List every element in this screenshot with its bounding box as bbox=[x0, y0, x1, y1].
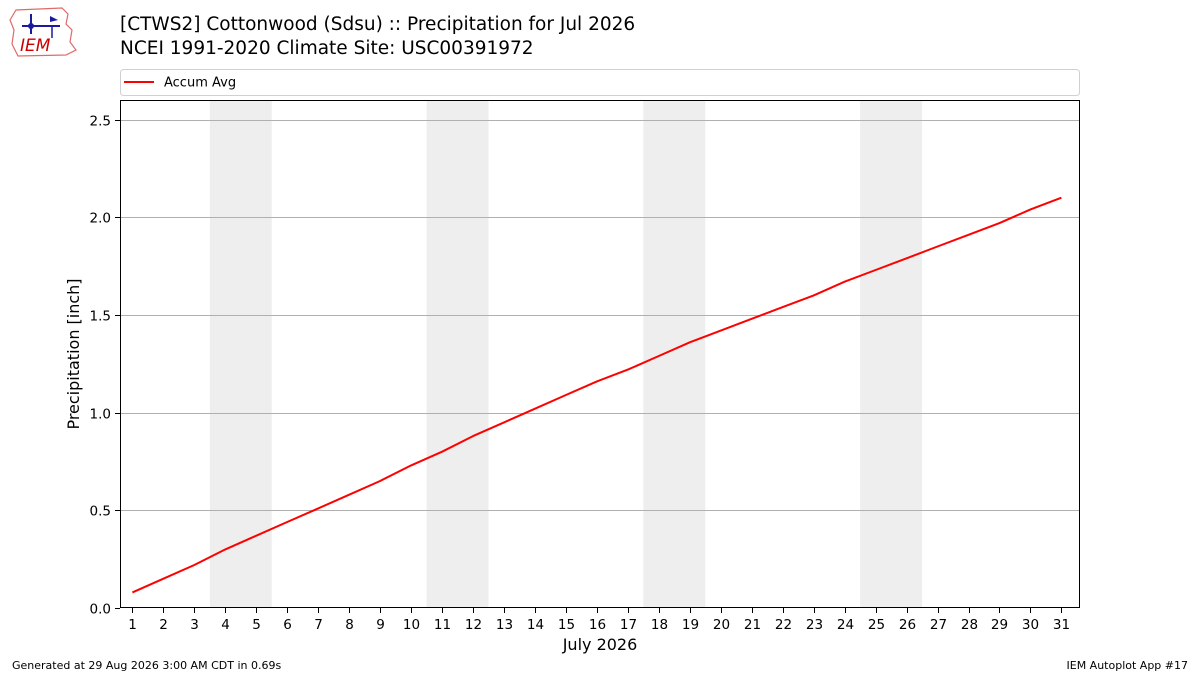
x-tick-label: 4 bbox=[221, 617, 230, 633]
x-tick-label: 1 bbox=[128, 617, 137, 633]
x-tick-label: 3 bbox=[190, 617, 199, 633]
y-tick-label: 2.5 bbox=[90, 114, 111, 130]
x-tick-label: 12 bbox=[465, 617, 482, 633]
x-tick-label: 14 bbox=[527, 617, 544, 633]
x-tick-label: 29 bbox=[991, 617, 1008, 633]
y-tick-label: 1.5 bbox=[90, 309, 111, 325]
series-line-accum-avg bbox=[131, 196, 1062, 594]
wind-vane-icon bbox=[50, 16, 58, 22]
x-tick-label: 9 bbox=[376, 617, 385, 633]
x-tick-label: 6 bbox=[283, 617, 292, 633]
y-axis-label: Precipitation [inch] bbox=[64, 278, 83, 429]
x-tick-label: 28 bbox=[961, 617, 978, 633]
iem-logo-text: IEM bbox=[20, 36, 51, 56]
weekend-shading bbox=[209, 100, 923, 608]
weekend-band-4 bbox=[860, 100, 923, 608]
x-tick-label: 2 bbox=[159, 617, 168, 633]
weekend-band-1 bbox=[209, 100, 272, 608]
x-tick-label: 22 bbox=[775, 617, 792, 633]
weekend-band-3 bbox=[643, 100, 706, 608]
chart-title: [CTWS2] Cottonwood (Sdsu) :: Precipitati… bbox=[120, 14, 635, 35]
x-tick-label: 7 bbox=[314, 617, 323, 633]
x-tick-label: 31 bbox=[1053, 617, 1070, 633]
sensor-hub-icon bbox=[28, 23, 34, 29]
x-tick-label: 8 bbox=[345, 617, 354, 633]
y-axis-ticks: 0.0 0.5 1.0 1.5 2.0 2.5 bbox=[90, 114, 120, 618]
legend-series-label: Accum Avg bbox=[164, 76, 236, 91]
x-axis-label: July 2026 bbox=[562, 635, 638, 654]
legend: Accum Avg bbox=[120, 69, 1080, 96]
x-tick-label: 10 bbox=[403, 617, 420, 633]
y-gridlines bbox=[120, 120, 1080, 511]
x-tick-label: 19 bbox=[682, 617, 699, 633]
footer-app-text: IEM Autoplot App #17 bbox=[1067, 659, 1189, 672]
x-tick-label: 23 bbox=[806, 617, 823, 633]
legend-box bbox=[120, 69, 1080, 96]
iem-logo: IEM bbox=[9, 7, 77, 57]
x-tick-label: 20 bbox=[713, 617, 730, 633]
plot-frame bbox=[120, 100, 1080, 608]
x-tick-label: 26 bbox=[899, 617, 916, 633]
series-layer bbox=[131, 196, 1062, 594]
x-tick-label: 25 bbox=[868, 617, 885, 633]
x-tick-label: 18 bbox=[651, 617, 668, 633]
x-axis-ticks: 1 2 3 4 5 6 7 8 9 10 11 12 13 14 15 16 17 18 19 20 21 22 23 24 2… bbox=[128, 608, 1070, 633]
x-tick-label: 30 bbox=[1022, 617, 1039, 633]
y-tick-label: 2.0 bbox=[90, 211, 111, 227]
y-tick-label: 1.0 bbox=[90, 407, 111, 423]
x-tick-label: 17 bbox=[620, 617, 637, 633]
footer-generated-text: Generated at 29 Aug 2026 3:00 AM CDT in … bbox=[12, 659, 281, 672]
x-tick-label: 16 bbox=[589, 617, 606, 633]
x-tick-label: 5 bbox=[252, 617, 261, 633]
x-tick-label: 24 bbox=[837, 617, 854, 633]
x-tick-label: 27 bbox=[930, 617, 947, 633]
x-tick-label: 15 bbox=[558, 617, 575, 633]
x-tick-label: 11 bbox=[434, 617, 451, 633]
iowa-outline-icon bbox=[9, 7, 77, 57]
weekend-band-2 bbox=[426, 100, 489, 608]
y-tick-label: 0.5 bbox=[90, 504, 111, 520]
x-tick-label: 13 bbox=[496, 617, 513, 633]
x-tick-label: 21 bbox=[744, 617, 761, 633]
y-tick-label: 0.0 bbox=[90, 602, 111, 618]
chart-subtitle: NCEI 1991-2020 Climate Site: USC00391972 bbox=[120, 38, 534, 59]
